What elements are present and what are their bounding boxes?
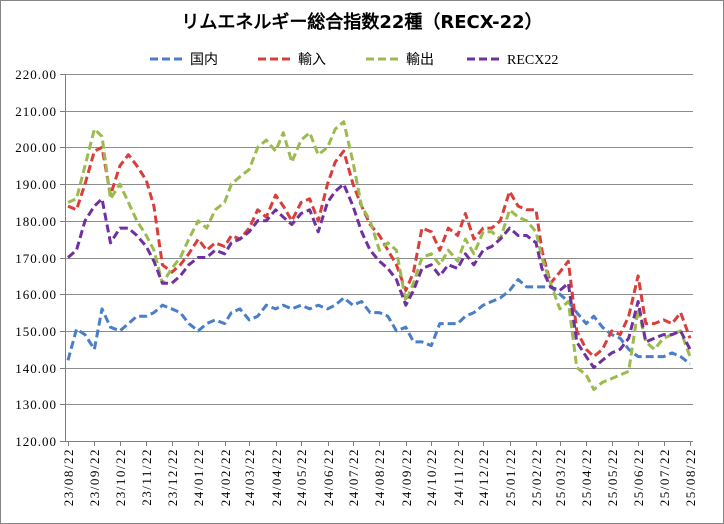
x-tick-label: 24/05/22 (294, 448, 309, 506)
y-tick-label: 170.00 (15, 251, 57, 266)
series-line-domestic (66, 278, 691, 366)
legend-label-import: 輸入 (298, 52, 326, 68)
x-tick-label: 24/11/22 (451, 448, 466, 506)
series-line-export (67, 120, 692, 392)
x-tick-label: 25/02/22 (529, 448, 544, 506)
y-tick-label: 190.00 (15, 177, 57, 192)
x-tick-label: 24/04/22 (269, 448, 284, 506)
x-tick-label: 24/12/22 (476, 448, 491, 506)
legend-item-import: 輸入 (258, 52, 326, 68)
x-tick-label: 24/03/22 (242, 448, 257, 506)
x-tick-label: 24/09/22 (399, 448, 414, 506)
x-axis: 23/08/22 23/09/22 23/10/22 23/11/22 23/12/22… (61, 441, 698, 506)
y-tick-label: 130.00 (15, 397, 57, 412)
x-tick-label: 23/10/22 (113, 448, 128, 506)
legend-item-recx22: RECX22 (467, 53, 558, 68)
series-line-recx22 (67, 182, 692, 370)
y-tick-label: 180.00 (15, 214, 57, 229)
series-line-import (67, 145, 692, 359)
legend-label-domestic: 国内 (190, 52, 218, 68)
x-tick-label: 25/07/22 (657, 448, 672, 506)
y-tick-label: 210.00 (15, 104, 57, 119)
x-tick-label: 24/08/22 (372, 448, 387, 506)
plot-area (66, 120, 692, 392)
legend-item-export: 輸出 (366, 52, 434, 68)
chart-title: リムエネルギー総合指数22種（RECX-22） (181, 11, 542, 33)
x-tick-label: 24/10/22 (424, 448, 439, 506)
y-tick-label: 140.00 (15, 361, 57, 376)
x-tick-label: 25/05/22 (605, 448, 620, 506)
x-tick-label: 25/08/22 (683, 448, 698, 506)
y-tick-label: 150.00 (15, 324, 57, 339)
y-tick-label: 160.00 (15, 287, 57, 302)
y-tick-label: 220.00 (15, 67, 57, 82)
x-tick-label: 24/06/22 (321, 448, 336, 506)
x-tick-label: 24/01/22 (191, 448, 206, 506)
x-tick-label: 25/06/22 (631, 448, 646, 506)
y-tick-label: 120.00 (15, 434, 57, 449)
y-tick-label: 200.00 (15, 140, 57, 155)
x-tick-label: 25/01/22 (503, 448, 518, 506)
legend-label-recx22: RECX22 (507, 53, 558, 68)
legend-label-export: 輸出 (406, 52, 434, 68)
legend-item-domestic: 国内 (150, 52, 218, 68)
x-tick-label: 23/09/22 (87, 448, 102, 506)
legend: 国内 輸入 輸出 RECX22 (150, 52, 558, 68)
x-tick-label: 25/04/22 (579, 448, 594, 506)
x-tick-label: 25/03/22 (553, 448, 568, 506)
x-tick-label: 23/12/22 (165, 448, 180, 506)
y-axis: 120.00 130.00 140.00 150.00 160.00 170.00 180.… (15, 67, 66, 449)
x-tick-label: 24/07/22 (346, 448, 361, 506)
x-tick-label: 24/02/22 (218, 448, 233, 506)
x-tick-label: 23/11/22 (139, 448, 154, 506)
x-tick-label: 23/08/22 (61, 448, 76, 506)
